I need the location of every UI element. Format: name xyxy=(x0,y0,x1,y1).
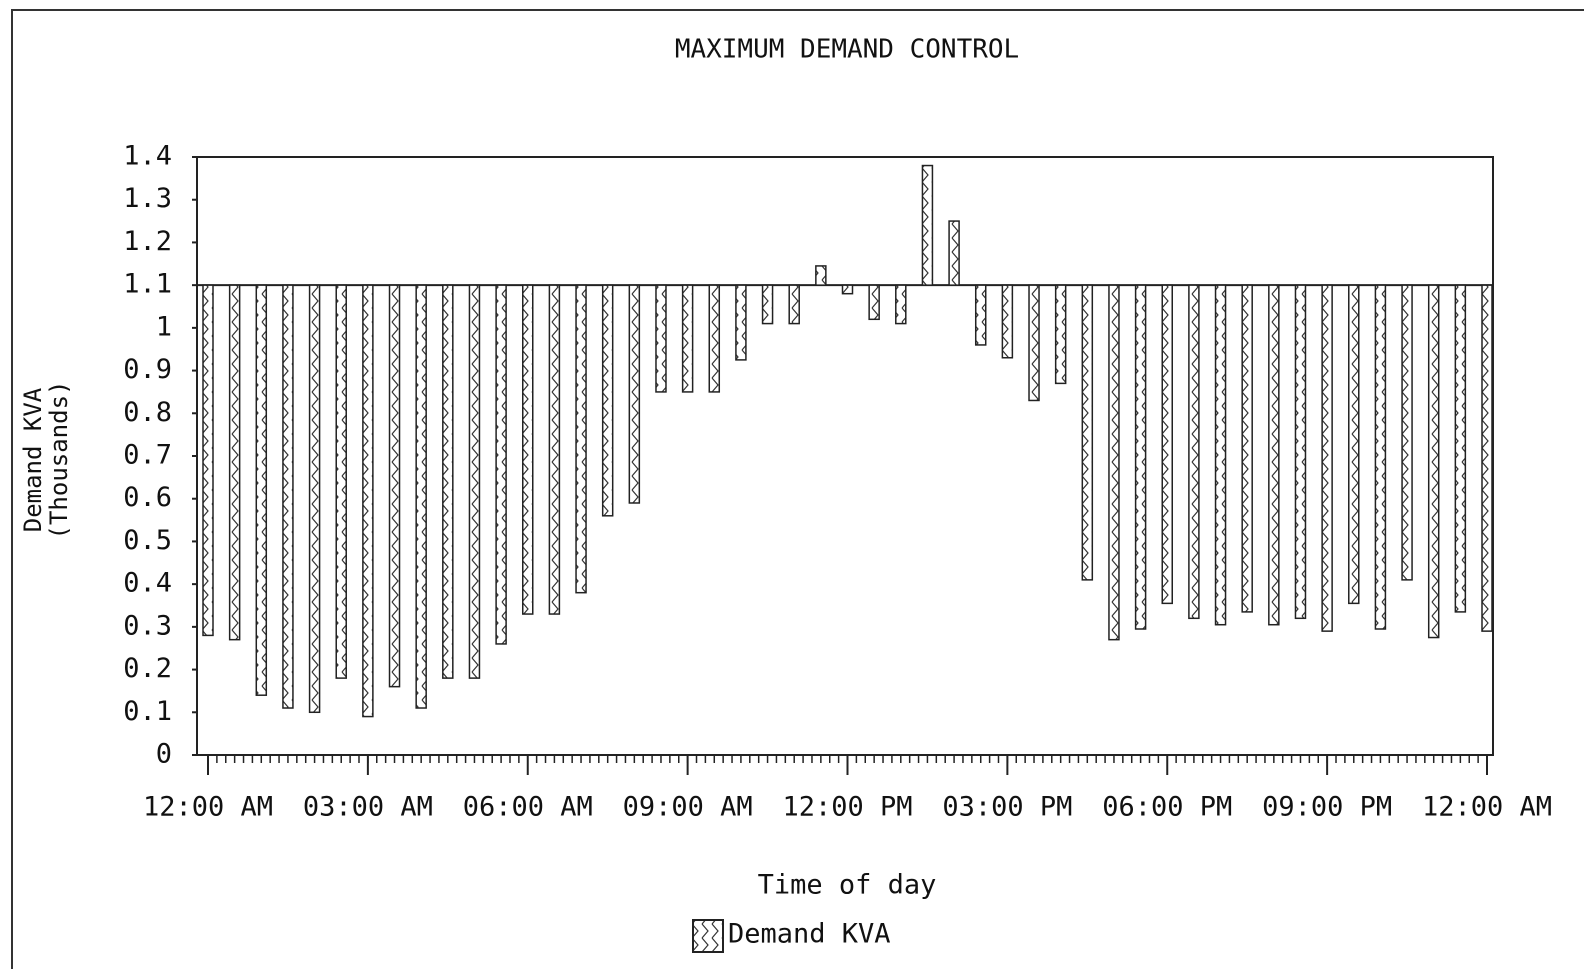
bar xyxy=(1294,284,1307,620)
bar xyxy=(921,164,934,286)
bar xyxy=(1161,284,1173,605)
bar xyxy=(815,265,827,286)
bar xyxy=(282,284,294,709)
legend-swatch xyxy=(692,919,724,953)
bar xyxy=(415,284,427,709)
y-tick-label: 0.2 xyxy=(123,653,172,684)
y-axis-label: Demand KVA xyxy=(19,387,47,532)
y-tick-label: 1.4 xyxy=(123,141,172,172)
bar xyxy=(1134,284,1147,630)
y-tick-label: 1 xyxy=(156,311,172,342)
bar xyxy=(655,284,667,393)
bar xyxy=(202,284,214,637)
bar xyxy=(1348,284,1360,605)
bar xyxy=(1401,284,1413,581)
bar xyxy=(761,284,774,325)
bar xyxy=(442,284,454,679)
bar xyxy=(708,284,721,393)
y-tick-label: 1.2 xyxy=(123,226,172,257)
y-tick-label: 1.3 xyxy=(123,183,172,214)
bar xyxy=(335,284,347,679)
bar xyxy=(362,284,374,718)
x-tick-label: 09:00 PM xyxy=(1262,792,1392,823)
bar xyxy=(1214,284,1227,626)
bar xyxy=(1481,284,1493,632)
bar xyxy=(1427,284,1440,639)
bar xyxy=(1081,284,1094,581)
y-tick-label: 0.6 xyxy=(123,482,172,513)
bar xyxy=(1374,284,1387,630)
bar xyxy=(495,284,507,645)
x-tick-label: 12:00 AM xyxy=(1422,792,1552,823)
chart-title: MAXIMUM DEMAND CONTROL xyxy=(675,35,1019,65)
y-tick-label: 0.9 xyxy=(123,354,172,385)
bar xyxy=(388,284,401,688)
y-tick-label: 1.1 xyxy=(123,269,172,300)
bar xyxy=(868,284,880,321)
bar xyxy=(841,284,854,295)
y-tick-label: 0 xyxy=(156,739,172,770)
y-tick-label: 0.3 xyxy=(123,610,172,641)
x-tick-label: 06:00 PM xyxy=(1102,792,1232,823)
bar xyxy=(1001,284,1014,359)
bar xyxy=(788,284,800,325)
bar xyxy=(1241,284,1253,613)
x-tick-label: 09:00 AM xyxy=(623,792,753,823)
bar xyxy=(1321,284,1333,632)
bar xyxy=(1188,284,1200,620)
bar xyxy=(735,284,747,361)
bar xyxy=(1028,284,1040,402)
x-tick-label: 03:00 PM xyxy=(942,792,1072,823)
bar xyxy=(948,220,960,286)
x-tick-label: 12:00 AM xyxy=(143,792,273,823)
bar xyxy=(228,284,241,641)
y-tick-label: 0.4 xyxy=(123,568,172,599)
bar xyxy=(1054,284,1067,385)
x-tick-label: 03:00 AM xyxy=(303,792,433,823)
bar xyxy=(575,284,587,594)
x-tick-label: 12:00 PM xyxy=(782,792,912,823)
bar xyxy=(601,284,614,517)
bar xyxy=(522,284,534,615)
bar xyxy=(628,284,641,504)
bar xyxy=(1454,284,1467,613)
y-tick-label: 0.8 xyxy=(123,397,172,428)
y-tick-label: 0.1 xyxy=(123,696,172,727)
bar xyxy=(1108,284,1120,641)
legend-label: Demand KVA xyxy=(728,919,891,950)
bar xyxy=(681,284,694,393)
bar xyxy=(548,284,561,615)
y-tick-label: 0.7 xyxy=(123,440,172,471)
bar xyxy=(895,284,907,325)
frame xyxy=(11,9,1584,969)
x-axis-label: Time of day xyxy=(758,870,937,901)
x-tick-label: 06:00 AM xyxy=(463,792,593,823)
bar xyxy=(974,284,987,346)
bar xyxy=(468,284,481,679)
y-tick-label: 0.5 xyxy=(123,525,172,556)
bar xyxy=(255,284,268,696)
bar xyxy=(308,284,321,714)
y-axis-units: (Thousands) xyxy=(45,381,73,540)
bar xyxy=(1268,284,1280,626)
